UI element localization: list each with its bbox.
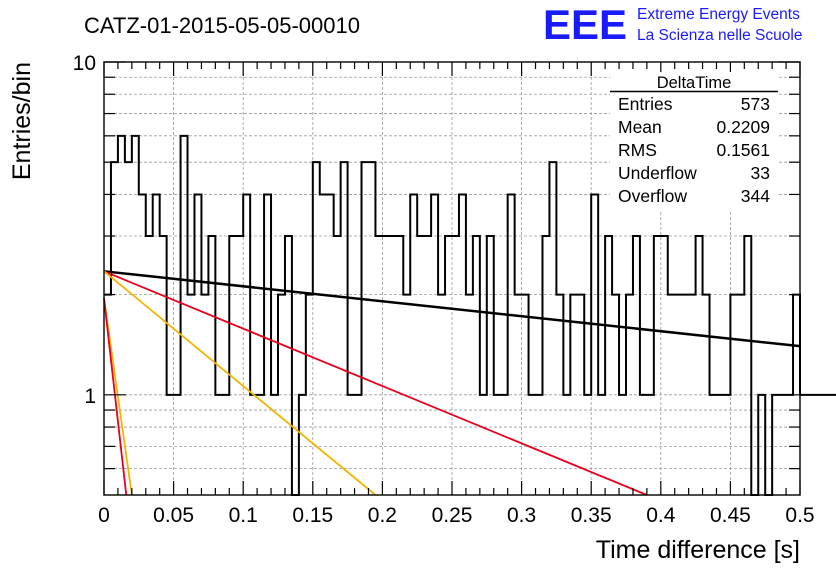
histogram-bin <box>696 236 703 495</box>
histogram-bin <box>821 395 828 495</box>
histogram-bin <box>549 162 556 495</box>
axis-ticks <box>103 61 801 495</box>
stats-box: DeltaTime Entries 573 Mean 0.2209 RMS 0.1561 U… <box>610 72 778 210</box>
histogram-bin <box>424 236 431 495</box>
histogram-bin <box>828 395 835 495</box>
histogram-bin <box>542 236 549 495</box>
fit-line-1 <box>103 270 648 496</box>
x-tick-labels: 0 0.05 0.1 0.15 0.2 0.25 0.3 0.35 0.4 0.45 0.5 <box>98 504 814 527</box>
histogram-bin <box>208 236 215 495</box>
x-tick-label: 0.15 <box>292 504 333 527</box>
histogram-bin <box>605 236 612 495</box>
histogram-bin <box>132 136 139 495</box>
histogram-bin <box>459 194 466 495</box>
histogram-bin <box>431 194 438 495</box>
histogram-bin <box>368 162 375 495</box>
stats-row-value: 33 <box>751 163 770 183</box>
histogram-bin <box>654 236 661 495</box>
histogram-bin <box>236 236 243 495</box>
histogram-bin <box>285 236 292 495</box>
histogram-outline <box>104 134 836 496</box>
x-axis-label: Time difference [s] <box>596 536 800 564</box>
histogram-bin <box>591 194 598 495</box>
histogram-bin <box>243 194 250 495</box>
x-tick-label: 0.4 <box>646 504 676 527</box>
fit-line-2 <box>103 270 377 496</box>
stats-row-value: 0.1561 <box>716 140 770 160</box>
histogram-bin <box>229 236 236 495</box>
histogram-bin <box>153 194 160 495</box>
histogram-bin <box>382 236 389 495</box>
stats-row-label: Overflow <box>618 186 687 206</box>
histogram-bin <box>396 236 403 495</box>
histogram-bin <box>410 194 417 495</box>
stats-box-background <box>610 72 778 210</box>
histogram-bin <box>375 236 382 495</box>
histogram-bin <box>341 162 348 495</box>
histogram-bin <box>111 162 118 495</box>
stats-box-title: DeltaTime <box>657 74 732 92</box>
eee-logo: EEE Extreme Energy Events La Scienza nel… <box>543 1 802 48</box>
stats-row-value: 0.2209 <box>716 117 770 137</box>
histogram-bin <box>417 236 424 495</box>
fit-line-0 <box>103 270 801 348</box>
histogram-bin <box>633 236 640 495</box>
histogram-bin <box>264 194 271 495</box>
x-tick-label: 0.5 <box>785 504 814 527</box>
y-tick-labels: 1 10 <box>73 52 96 408</box>
stats-row-label: Mean <box>618 117 662 137</box>
fit-line-3 <box>103 298 133 496</box>
histogram-bin <box>508 194 515 495</box>
histogram-bin <box>139 194 146 495</box>
x-tick-label: 0.05 <box>153 504 194 527</box>
histogram-bin <box>160 236 167 495</box>
stats-row-label: Entries <box>618 94 673 114</box>
y-axis-label: Entries/bin <box>8 62 36 180</box>
histogram-bin <box>452 236 459 495</box>
stats-row-label: RMS <box>618 140 657 160</box>
histogram-bin <box>744 236 751 495</box>
histogram-bin <box>445 236 452 495</box>
x-tick-label: 0 <box>98 504 110 527</box>
eee-logo-mark: EEE <box>543 1 627 48</box>
logo-subtitle-2: La Scienza nelle Scuole <box>637 27 802 44</box>
histogram-bin <box>473 236 480 495</box>
x-tick-label: 0.45 <box>710 504 751 527</box>
x-tick-label: 0.1 <box>229 504 258 527</box>
histogram-bin <box>194 194 201 495</box>
x-tick-label: 0.35 <box>571 504 612 527</box>
histogram-bin <box>327 194 334 495</box>
histogram-bin <box>800 395 807 495</box>
y-tick-label: 1 <box>84 385 96 408</box>
x-tick-label: 0.2 <box>368 504 397 527</box>
histogram-bin <box>807 395 814 495</box>
histogram-bin <box>362 162 369 495</box>
x-tick-label: 0.25 <box>432 504 473 527</box>
stats-row-label: Underflow <box>618 163 697 183</box>
fit-lines <box>103 270 801 496</box>
histogram-bars <box>104 134 836 496</box>
histogram-bin <box>125 162 132 495</box>
histogram-bin <box>487 236 494 495</box>
y-tick-label: 10 <box>73 52 96 75</box>
histogram-bin <box>181 136 188 495</box>
x-tick-label: 0.3 <box>507 504 536 527</box>
histogram-bin <box>814 395 821 495</box>
histogram-bin <box>661 236 668 495</box>
histogram-bin <box>389 236 396 495</box>
stats-row-value: 344 <box>741 186 770 206</box>
logo-subtitle-1: Extreme Energy Events <box>637 6 800 23</box>
fit-line-4 <box>103 298 128 496</box>
run-title: CATZ-01-2015-05-05-00010 <box>84 13 360 38</box>
stats-row-value: 573 <box>741 94 770 114</box>
